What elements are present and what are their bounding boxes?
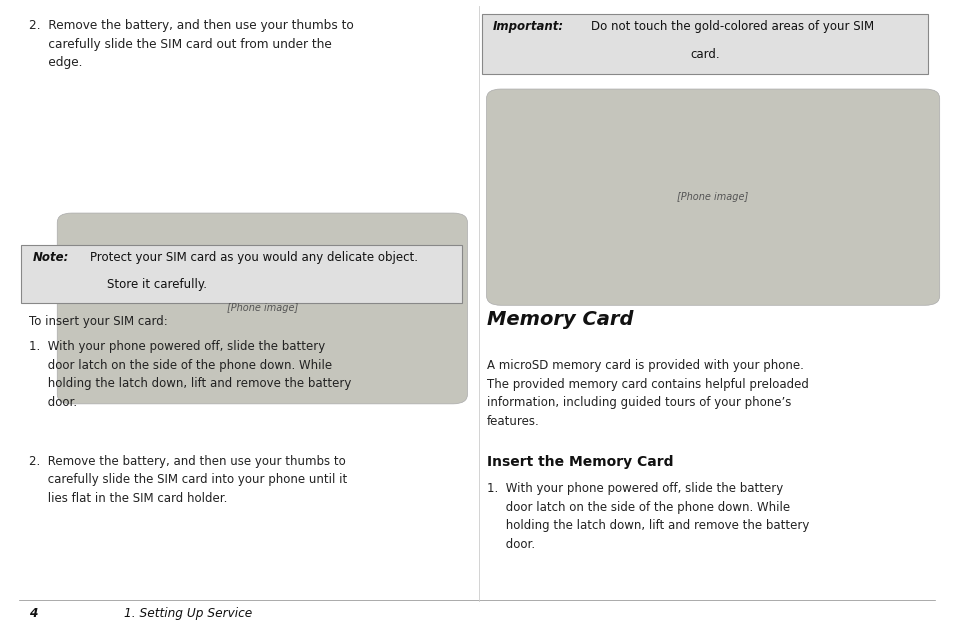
Text: [Phone image]: [Phone image] (677, 192, 748, 202)
Text: Note:: Note: (32, 251, 69, 264)
Text: To insert your SIM card:: To insert your SIM card: (29, 315, 167, 328)
FancyBboxPatch shape (486, 89, 939, 305)
Text: Do not touch the gold-colored areas of your SIM: Do not touch the gold-colored areas of y… (591, 20, 874, 33)
Text: [Phone image]: [Phone image] (227, 303, 297, 314)
Text: Store it carefully.: Store it carefully. (107, 278, 207, 291)
Text: Important:: Important: (493, 20, 564, 33)
Text: 1. Setting Up Service: 1. Setting Up Service (124, 607, 252, 620)
Text: Protect your SIM card as you would any delicate object.: Protect your SIM card as you would any d… (90, 251, 417, 264)
FancyBboxPatch shape (21, 245, 461, 303)
Text: 1.  With your phone powered off, slide the battery
     door latch on the side o: 1. With your phone powered off, slide th… (486, 482, 808, 551)
Text: Memory Card: Memory Card (486, 310, 633, 329)
Text: 2.  Remove the battery, and then use your thumbs to
     carefully slide the SIM: 2. Remove the battery, and then use your… (29, 19, 353, 69)
Text: Insert the Memory Card: Insert the Memory Card (486, 455, 672, 469)
Text: 2.  Remove the battery, and then use your thumbs to
     carefully slide the SIM: 2. Remove the battery, and then use your… (29, 455, 347, 505)
FancyBboxPatch shape (57, 213, 467, 404)
Text: card.: card. (689, 48, 720, 60)
FancyBboxPatch shape (481, 14, 927, 74)
Text: A microSD memory card is provided with your phone.
The provided memory card cont: A microSD memory card is provided with y… (486, 359, 807, 428)
Text: 4: 4 (29, 607, 37, 620)
Text: 1.  With your phone powered off, slide the battery
     door latch on the side o: 1. With your phone powered off, slide th… (29, 340, 351, 409)
